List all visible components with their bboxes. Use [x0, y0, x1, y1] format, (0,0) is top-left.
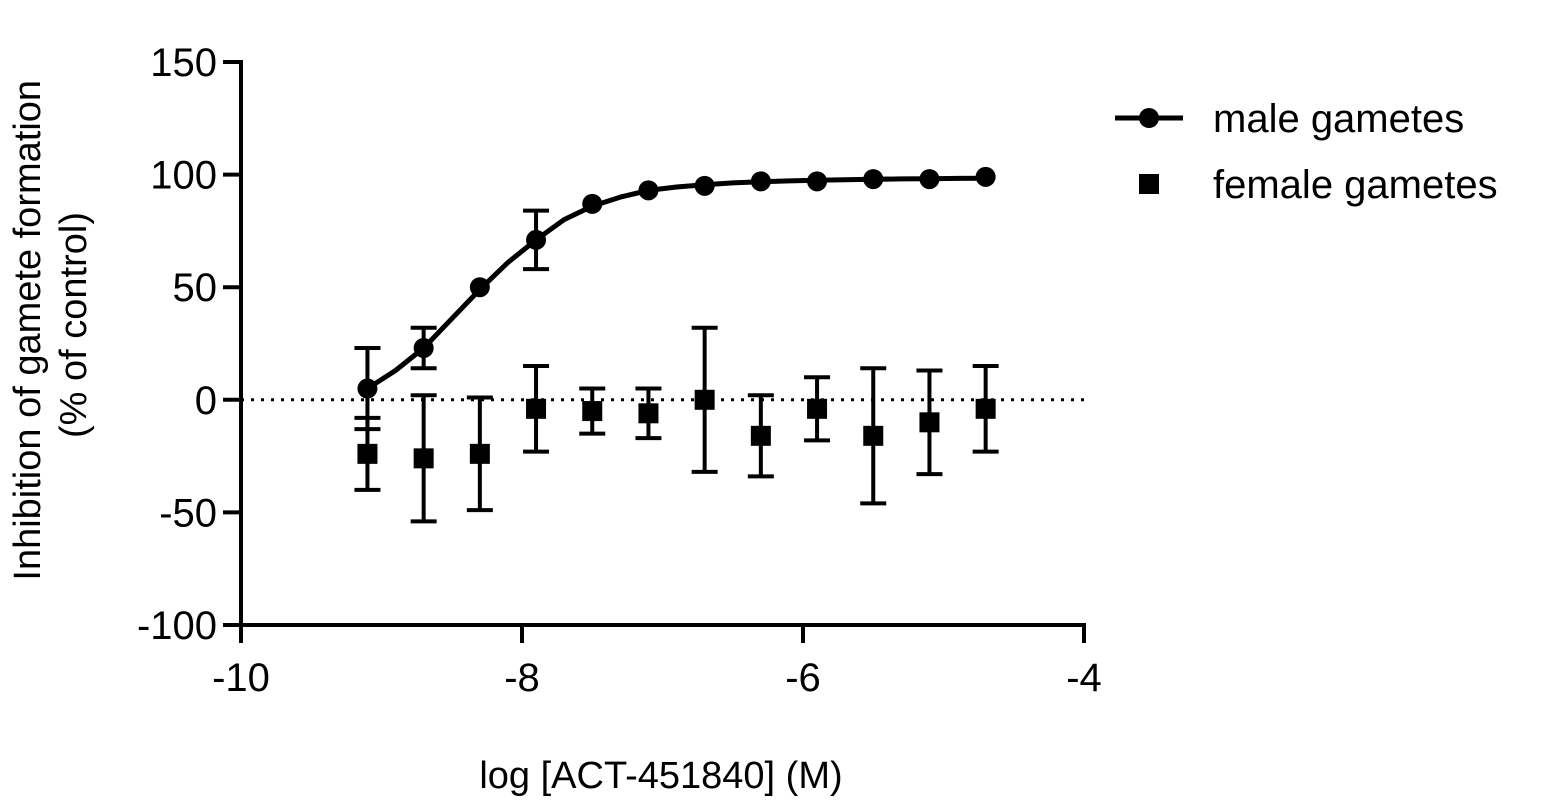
data-point	[919, 412, 940, 433]
data-point	[582, 193, 603, 214]
data-point	[469, 443, 490, 464]
data-point	[413, 338, 434, 359]
data-point	[807, 398, 828, 419]
x-tick-label: -4	[1066, 656, 1102, 700]
data-point	[919, 169, 940, 190]
data-point	[526, 229, 547, 250]
data-point	[469, 277, 490, 298]
data-point	[694, 389, 715, 410]
axes: -100 -50 0 50 100 150 -10 -8 -6 -4	[137, 41, 1102, 700]
data-point	[357, 443, 378, 464]
series-male-gametes	[354, 166, 996, 432]
data-point	[750, 171, 771, 192]
data-point	[863, 169, 884, 190]
y-tick-label: 150	[150, 41, 217, 85]
data-point	[638, 180, 659, 201]
data-point	[750, 425, 771, 446]
y-tick-label: 100	[150, 154, 217, 198]
y-axis-label: Inhibition of gamete formation (% of con…	[7, 69, 95, 580]
legend-marker	[1139, 108, 1159, 128]
fit-curve	[365, 175, 989, 391]
data-point	[807, 171, 828, 192]
y-tick-label: -50	[159, 491, 217, 535]
legend-label: male gametes	[1213, 97, 1464, 141]
data-point	[582, 401, 603, 422]
x-tick-label: -6	[785, 656, 821, 700]
legend: male gametes female gametes	[1115, 97, 1498, 207]
data-point	[638, 403, 659, 424]
legend-label: female gametes	[1213, 163, 1498, 207]
x-tick-label: -10	[212, 656, 270, 700]
x-tick-label: -8	[504, 656, 540, 700]
y-axis-label-line-2: (% of control)	[53, 212, 95, 438]
series-female-gametes	[354, 325, 999, 524]
legend-entry-female-gametes: female gametes	[1139, 163, 1498, 207]
data-point	[975, 166, 996, 187]
y-axis-label-line-1: Inhibition of gamete formation	[7, 80, 49, 581]
data-point	[863, 425, 884, 446]
series-layer	[354, 166, 999, 524]
y-tick-label: 0	[195, 379, 217, 423]
data-point	[357, 378, 378, 399]
data-point	[694, 175, 715, 196]
data-point	[526, 398, 547, 419]
y-tick-label: 50	[173, 266, 218, 310]
legend-marker	[1139, 174, 1159, 194]
x-axis-label: log [ACT-451840] (M)	[479, 755, 842, 797]
data-point	[975, 398, 996, 419]
y-tick-label: -100	[137, 604, 217, 648]
legend-entry-male-gametes: male gametes	[1115, 97, 1464, 141]
data-point	[413, 448, 434, 469]
